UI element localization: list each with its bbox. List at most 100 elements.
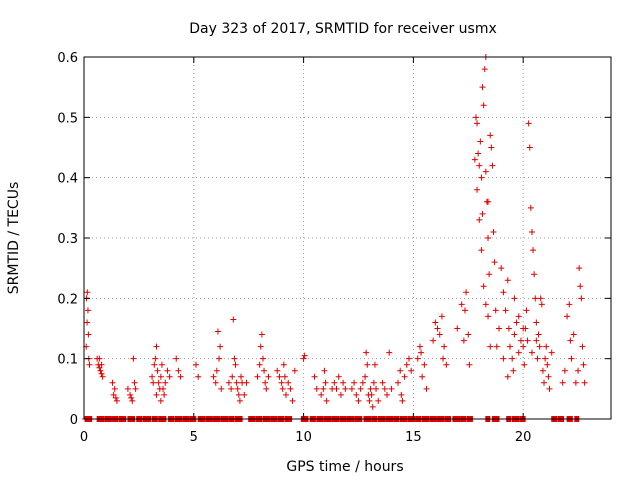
data-point	[236, 397, 243, 404]
data-point	[153, 343, 160, 350]
data-point	[493, 343, 500, 350]
data-point	[476, 162, 483, 169]
data-point	[510, 367, 517, 374]
data-point	[479, 210, 486, 217]
data-point	[241, 391, 248, 398]
data-point	[357, 385, 364, 392]
data-point	[566, 301, 573, 308]
y-tick-label: 0.6	[57, 51, 78, 66]
data-point	[153, 391, 160, 398]
data-point	[212, 379, 219, 386]
x-tick-label: 5	[190, 430, 198, 445]
data-point	[210, 373, 217, 380]
data-point	[575, 367, 582, 374]
data-point	[384, 391, 391, 398]
data-point	[536, 343, 543, 350]
data-point	[238, 373, 245, 380]
data-point	[521, 361, 528, 368]
data-point	[474, 120, 481, 127]
data-point	[280, 361, 287, 368]
data-point	[173, 355, 180, 362]
data-point	[504, 373, 511, 380]
data-point	[528, 349, 535, 356]
data-point	[430, 337, 437, 344]
y-tick-label: 0.4	[57, 172, 78, 187]
data-point	[526, 144, 533, 151]
data-point	[527, 204, 534, 211]
data-point	[110, 391, 117, 398]
data-point	[401, 373, 408, 380]
data-point	[99, 373, 106, 380]
data-point	[258, 331, 265, 338]
data-point	[416, 343, 423, 350]
data-point	[421, 361, 428, 368]
data-point	[129, 397, 136, 404]
data-point	[331, 379, 338, 386]
data-point	[278, 379, 285, 386]
data-point	[476, 216, 483, 223]
data-point	[533, 319, 540, 326]
data-point	[229, 373, 236, 380]
data-point	[506, 343, 513, 350]
data-point	[160, 385, 167, 392]
data-point	[460, 337, 467, 344]
data-point	[581, 379, 588, 386]
data-point	[539, 367, 546, 374]
data-point	[150, 379, 157, 386]
data-point	[291, 367, 298, 374]
data-point	[128, 394, 135, 401]
data-point	[86, 361, 93, 368]
data-point	[363, 349, 370, 356]
data-point	[502, 307, 509, 314]
data-point	[481, 66, 488, 73]
data-point	[492, 307, 499, 314]
data-point	[544, 361, 551, 368]
data-point	[579, 343, 586, 350]
data-point	[216, 355, 223, 362]
data-point	[443, 361, 450, 368]
data-point	[348, 385, 355, 392]
data-point	[388, 385, 395, 392]
data-point	[84, 307, 91, 314]
data-point	[454, 325, 461, 332]
data-point	[542, 355, 549, 362]
data-point	[463, 289, 470, 296]
y-tick-label: 0.5	[57, 111, 78, 126]
data-point	[572, 379, 579, 386]
data-point	[265, 373, 272, 380]
data-point	[534, 355, 541, 362]
data-point	[515, 349, 522, 356]
data-point	[233, 379, 240, 386]
data-point	[440, 355, 447, 362]
data-point	[567, 337, 574, 344]
data-point	[225, 379, 232, 386]
x-axis-title: GPS time / hours	[286, 459, 403, 475]
data-point	[353, 391, 360, 398]
data-point	[530, 247, 537, 254]
data-point	[369, 403, 376, 410]
data-point	[289, 397, 296, 404]
data-point	[213, 367, 220, 374]
data-point	[337, 391, 344, 398]
data-point	[528, 228, 535, 235]
data-point	[520, 325, 527, 332]
data-point	[531, 271, 538, 278]
data-point	[509, 355, 516, 362]
x-tick-label: 15	[405, 430, 422, 445]
data-point	[524, 337, 531, 344]
data-point	[520, 343, 527, 350]
data-point	[559, 379, 566, 386]
data-point	[109, 379, 116, 386]
data-point	[320, 385, 327, 392]
y-axis-title: SRMTID / TECUs	[6, 182, 22, 295]
data-point	[192, 361, 199, 368]
data-point	[578, 295, 585, 302]
data-point	[489, 162, 496, 169]
axis-ticks: 0 5 10 15 20 0 0.1 0.2 0.3 0.4 0.5 0.6	[57, 51, 611, 445]
data-point	[232, 361, 239, 368]
data-point	[274, 367, 281, 374]
data-point	[131, 379, 138, 386]
data-point	[505, 325, 512, 332]
data-point	[399, 397, 406, 404]
